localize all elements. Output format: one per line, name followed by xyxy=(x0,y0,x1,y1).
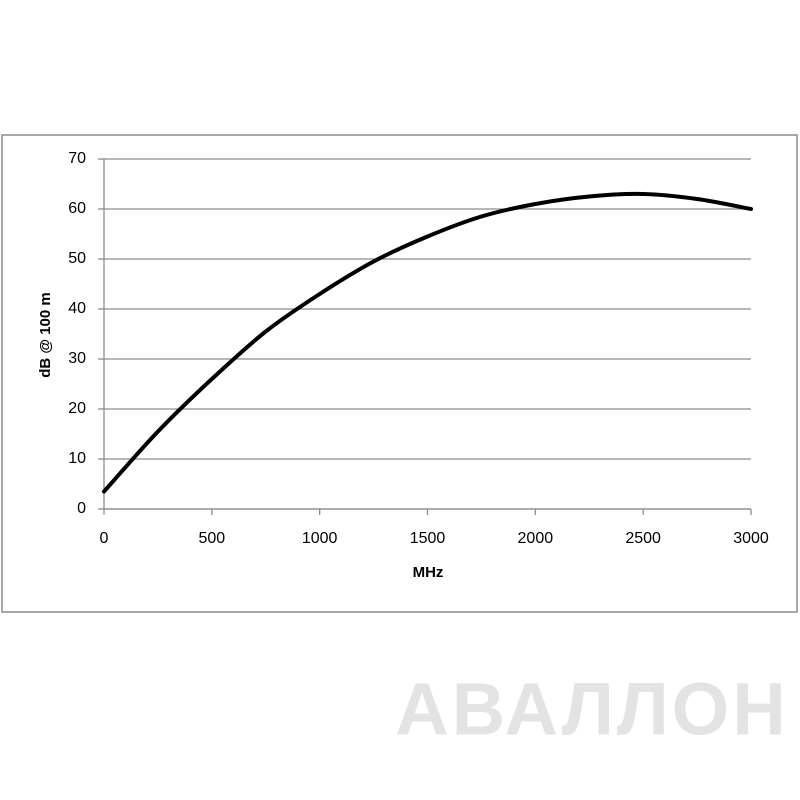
x-tick-label: 2500 xyxy=(625,530,661,547)
x-axis-title: MHz xyxy=(413,564,444,581)
x-tick-label: 500 xyxy=(198,530,225,547)
y-tick-label: 70 xyxy=(68,150,86,167)
y-tick-label: 60 xyxy=(68,200,86,217)
y-tick-label: 20 xyxy=(68,400,86,417)
y-tick-label: 40 xyxy=(68,300,86,317)
x-tick-label: 3000 xyxy=(733,530,769,547)
chart-frame xyxy=(1,134,798,613)
x-tick-label: 2000 xyxy=(518,530,554,547)
y-tick-label: 30 xyxy=(68,350,86,367)
y-tick-label: 0 xyxy=(77,500,86,517)
y-axis-title: dB @ 100 m xyxy=(37,292,54,378)
x-tick-label: 1000 xyxy=(302,530,338,547)
x-tick-label: 0 xyxy=(100,530,109,547)
y-tick-label: 50 xyxy=(68,250,86,267)
watermark: АВАЛЛОН xyxy=(395,668,788,751)
y-tick-label: 10 xyxy=(68,450,86,467)
data-line xyxy=(102,191,753,494)
x-tick-label: 1500 xyxy=(410,530,446,547)
